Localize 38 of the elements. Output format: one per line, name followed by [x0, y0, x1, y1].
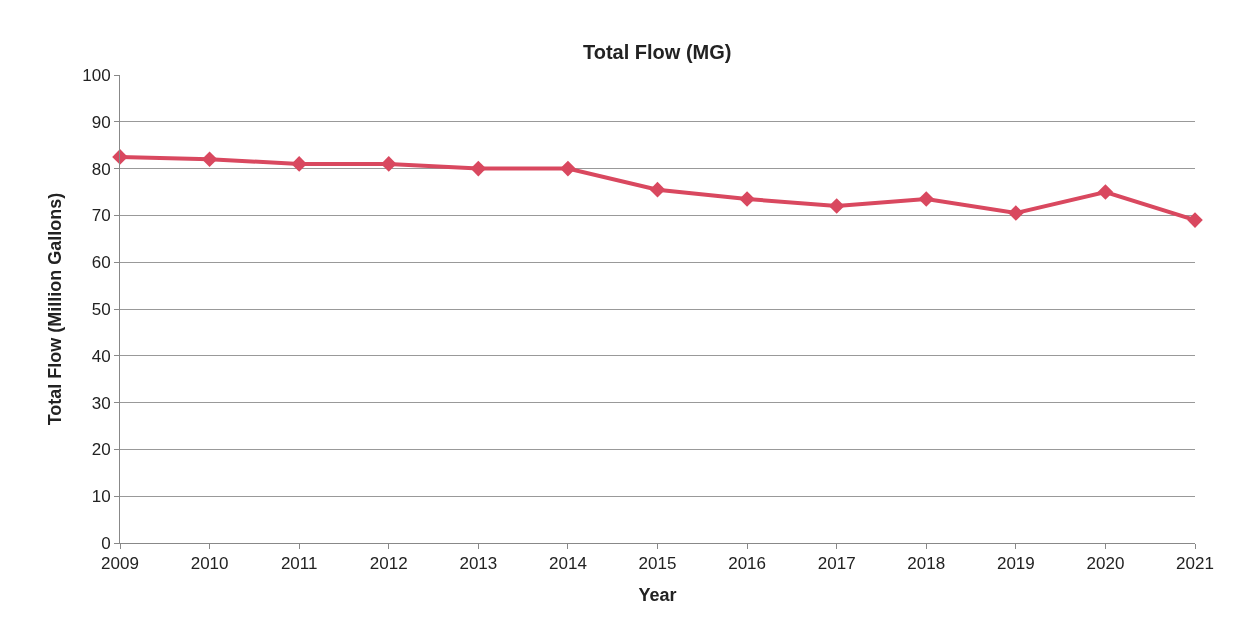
point: [291, 156, 307, 172]
y-tick-label: 30: [91, 393, 111, 413]
point: [1097, 184, 1114, 200]
y-tick-label: 70: [91, 206, 111, 226]
x-tick-label: 2018: [907, 554, 946, 574]
y-tick-label: 90: [91, 112, 111, 132]
point: [201, 151, 218, 168]
x-tick-label: 2012: [369, 554, 408, 574]
point: [1008, 205, 1024, 221]
x-tick-label: 2014: [549, 554, 587, 574]
y-tick-label: 50: [91, 299, 111, 319]
y-tick-label: 80: [91, 159, 111, 179]
y-tick-label: 0: [101, 533, 111, 553]
x-tick-label: 2015: [638, 554, 677, 574]
x-tick-label: 2016: [728, 554, 766, 574]
point: [470, 160, 487, 177]
y-tick-label: 10: [91, 487, 111, 507]
x-tick-label: 2017: [817, 554, 856, 574]
x-tick-label: 2013: [459, 554, 498, 574]
y-tick-label: 40: [91, 346, 111, 366]
x-tick-label: 2009: [101, 554, 139, 574]
x-tick-label: 2019: [996, 554, 1035, 574]
point: [560, 160, 576, 177]
point: [649, 181, 666, 198]
y-tick-label: 20: [91, 440, 111, 460]
point: [828, 198, 845, 214]
x-tick-label: 2020: [1086, 554, 1125, 574]
point: [1187, 212, 1203, 228]
point: [918, 191, 935, 207]
y-tick-label: 100: [82, 65, 111, 85]
x-tick-label: 2011: [280, 554, 318, 574]
point: [739, 191, 755, 207]
y-tick-label: 60: [91, 253, 111, 273]
x-axis-title: Year: [638, 584, 677, 605]
x-tick-label: 2010: [190, 554, 229, 574]
chart-title: Total Flow (MG): [582, 40, 732, 63]
y-axis-title: Total Flow (Million Gallons): [45, 192, 66, 426]
x-tick-label: 2021: [1176, 554, 1214, 574]
